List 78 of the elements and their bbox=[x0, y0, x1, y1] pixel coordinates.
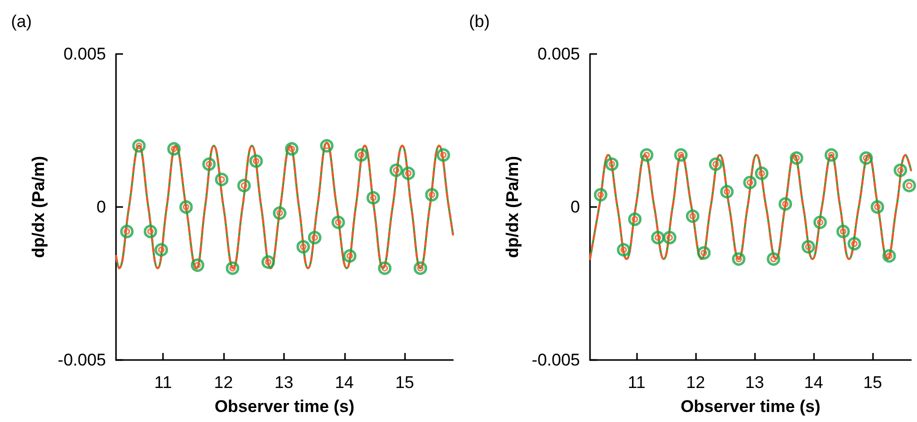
x-tick-label: 15 bbox=[863, 373, 882, 392]
point bbox=[144, 224, 158, 238]
point bbox=[882, 249, 896, 263]
point bbox=[120, 224, 134, 238]
y-axis-title: dp/dx (Pa/m) bbox=[502, 156, 522, 258]
x-tick-label: 11 bbox=[628, 373, 646, 392]
point bbox=[778, 197, 792, 211]
point bbox=[802, 240, 816, 254]
point bbox=[425, 188, 439, 202]
point bbox=[824, 148, 838, 162]
y-tick-label: 0.005 bbox=[63, 44, 106, 64]
point bbox=[214, 172, 228, 186]
point bbox=[813, 216, 827, 230]
point bbox=[296, 240, 310, 254]
y-tick-label: 0.005 bbox=[537, 44, 580, 64]
x-tick-label: 12 bbox=[214, 373, 233, 392]
point bbox=[402, 166, 416, 180]
point bbox=[378, 261, 392, 275]
point bbox=[674, 148, 688, 162]
point bbox=[436, 148, 450, 162]
y-tick-label: -0.005 bbox=[58, 350, 106, 370]
x-tick-label: 15 bbox=[395, 373, 414, 392]
y-tick-label: 0 bbox=[570, 198, 580, 216]
y-axis-title: dp/dx (Pa/m) bbox=[28, 156, 48, 258]
x-tick-label: 14 bbox=[334, 373, 354, 392]
point bbox=[836, 224, 850, 238]
point bbox=[237, 178, 251, 192]
point bbox=[754, 166, 768, 180]
y-tick-label: -0.005 bbox=[532, 350, 580, 370]
point bbox=[766, 252, 780, 266]
point bbox=[190, 258, 204, 272]
point bbox=[285, 142, 298, 156]
point bbox=[686, 209, 700, 223]
point bbox=[743, 176, 757, 190]
point bbox=[859, 151, 873, 165]
point bbox=[708, 157, 722, 171]
point bbox=[226, 261, 240, 275]
point bbox=[894, 164, 908, 178]
point bbox=[594, 188, 608, 202]
point bbox=[308, 230, 322, 244]
point bbox=[354, 148, 368, 162]
x-tick-label: 14 bbox=[804, 373, 824, 392]
point bbox=[628, 212, 642, 226]
x-axis-title: Observer time (s) bbox=[214, 397, 354, 416]
point bbox=[132, 139, 146, 153]
chart-title: (a) bbox=[11, 12, 32, 31]
point bbox=[179, 200, 193, 214]
x-tick-label: 12 bbox=[686, 373, 706, 392]
point bbox=[320, 139, 334, 153]
point bbox=[249, 154, 263, 168]
point bbox=[366, 191, 380, 205]
x-tick-label: 11 bbox=[154, 373, 172, 392]
point bbox=[720, 184, 734, 198]
point bbox=[154, 243, 168, 257]
point bbox=[202, 157, 216, 171]
point bbox=[651, 230, 665, 244]
point bbox=[616, 243, 630, 257]
point bbox=[261, 255, 275, 269]
point bbox=[790, 151, 804, 165]
point bbox=[272, 206, 286, 220]
point bbox=[389, 164, 403, 178]
x-tick-label: 13 bbox=[745, 373, 764, 392]
chart-title: (b) bbox=[469, 12, 490, 31]
point bbox=[848, 236, 862, 250]
point bbox=[732, 252, 746, 266]
point bbox=[332, 216, 345, 230]
point bbox=[902, 178, 916, 192]
point bbox=[342, 249, 356, 263]
x-tick-label: 13 bbox=[274, 373, 294, 392]
point bbox=[605, 157, 619, 171]
point bbox=[870, 200, 884, 214]
point bbox=[167, 142, 181, 156]
point bbox=[640, 148, 654, 162]
y-tick-label: 0 bbox=[96, 198, 106, 216]
x-axis-title: Observer time (s) bbox=[680, 397, 820, 416]
point bbox=[662, 230, 676, 244]
point bbox=[697, 246, 711, 260]
point bbox=[414, 261, 428, 275]
